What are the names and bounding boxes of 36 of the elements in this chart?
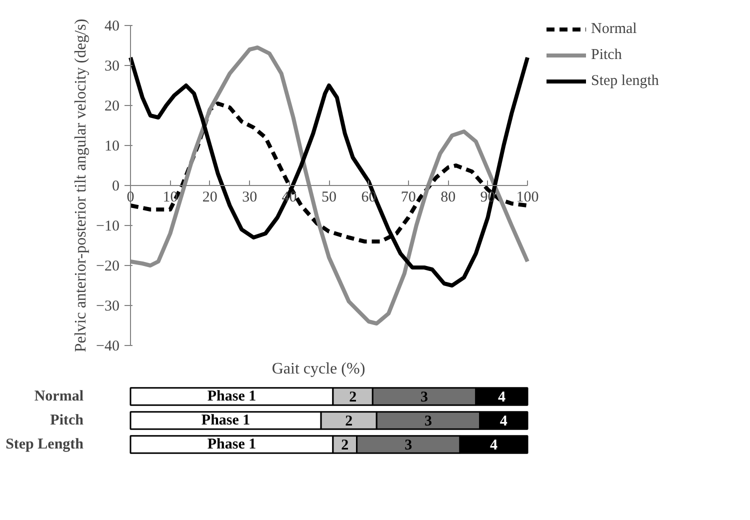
y-tick-label: Normal — [34, 388, 84, 404]
y-tick-label: −30 — [96, 298, 120, 314]
x-tick-label: 100 — [516, 190, 539, 206]
text: 2 — [345, 414, 353, 430]
text: 3 — [424, 414, 432, 430]
y-tick-label: Pitch — [50, 412, 84, 428]
text: 2 — [341, 438, 349, 454]
series-label: Phase 1 — [207, 388, 256, 404]
x-tick-label: 70 — [400, 190, 416, 206]
legend-label: Pitch — [591, 46, 622, 64]
series-label: 3 — [420, 390, 428, 406]
text: Phase 1 — [201, 412, 250, 428]
y-tick-label: −40 — [96, 338, 120, 354]
x-tick-label: 50 — [322, 190, 336, 206]
legend-label: Normal — [591, 20, 637, 38]
y-axis-title: Pelvic anterior-posterior tilt angular velocity (deg/s) — [72, 18, 90, 352]
y-tick-label: −20 — [96, 258, 120, 274]
text: 4 — [490, 438, 498, 454]
legend-label: Step length — [591, 72, 659, 90]
y-tick-label: −10 — [96, 218, 120, 234]
x-tick-label: 20 — [202, 190, 218, 206]
series-label: 4 — [498, 390, 506, 406]
text: Phase 1 — [207, 436, 256, 452]
x-tick-label: 80 — [440, 190, 456, 206]
text: 3 — [404, 438, 412, 454]
series-label: 2 — [349, 390, 357, 406]
x-axis-title: Gait cycle (%) — [272, 360, 366, 378]
y-tick-label: 0 — [112, 178, 120, 194]
y-tick-label: 20 — [104, 98, 120, 114]
y-tick-label: 10 — [104, 138, 120, 154]
text: 4 — [500, 414, 508, 430]
x-tick-label: 30 — [242, 190, 258, 206]
y-tick-label: 30 — [104, 58, 120, 74]
y-tick-label: Step Length — [6, 436, 84, 452]
y-tick-label: 40 — [104, 18, 120, 34]
x-tick-label: 10 — [162, 190, 178, 206]
